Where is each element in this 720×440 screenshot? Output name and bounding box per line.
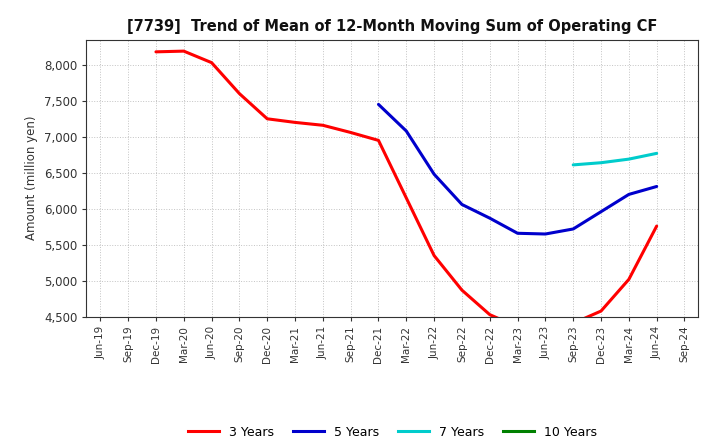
3 Years bbox=[458, 287, 467, 293]
3 Years bbox=[346, 130, 355, 135]
3 Years bbox=[569, 321, 577, 326]
Y-axis label: Amount (million yen): Amount (million yen) bbox=[25, 116, 38, 240]
5 Years bbox=[597, 209, 606, 214]
3 Years bbox=[652, 224, 661, 229]
5 Years bbox=[430, 172, 438, 177]
5 Years bbox=[485, 216, 494, 221]
Line: 5 Years: 5 Years bbox=[379, 104, 657, 234]
5 Years bbox=[402, 128, 410, 134]
3 Years bbox=[513, 324, 522, 330]
Line: 3 Years: 3 Years bbox=[156, 51, 657, 327]
5 Years bbox=[513, 231, 522, 236]
5 Years bbox=[569, 226, 577, 231]
3 Years bbox=[152, 49, 161, 55]
3 Years bbox=[318, 123, 327, 128]
7 Years bbox=[569, 162, 577, 168]
5 Years bbox=[624, 192, 633, 197]
3 Years bbox=[207, 60, 216, 65]
3 Years bbox=[402, 195, 410, 201]
3 Years bbox=[541, 324, 550, 330]
Line: 7 Years: 7 Years bbox=[573, 154, 657, 165]
3 Years bbox=[624, 277, 633, 282]
3 Years bbox=[291, 120, 300, 125]
7 Years bbox=[624, 157, 633, 162]
3 Years bbox=[235, 91, 243, 96]
3 Years bbox=[179, 48, 188, 54]
Legend: 3 Years, 5 Years, 7 Years, 10 Years: 3 Years, 5 Years, 7 Years, 10 Years bbox=[183, 421, 602, 440]
3 Years bbox=[374, 138, 383, 143]
3 Years bbox=[485, 312, 494, 317]
5 Years bbox=[374, 102, 383, 107]
5 Years bbox=[458, 202, 467, 207]
7 Years bbox=[597, 160, 606, 165]
5 Years bbox=[652, 184, 661, 189]
7 Years bbox=[652, 151, 661, 156]
3 Years bbox=[430, 253, 438, 258]
5 Years bbox=[541, 231, 550, 237]
3 Years bbox=[597, 308, 606, 314]
Title: [7739]  Trend of Mean of 12-Month Moving Sum of Operating CF: [7739] Trend of Mean of 12-Month Moving … bbox=[127, 19, 657, 34]
3 Years bbox=[263, 116, 271, 121]
